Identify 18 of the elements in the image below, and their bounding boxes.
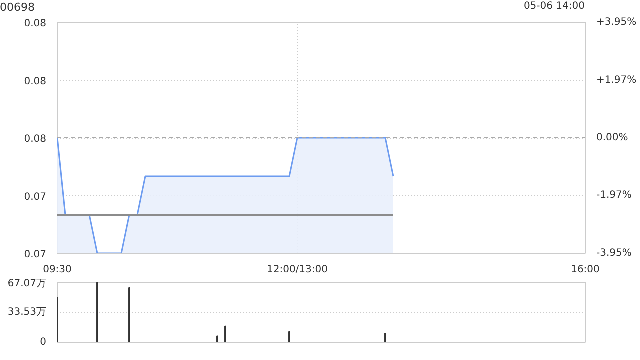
x-tick-label: 09:30 (43, 264, 72, 276)
y-tick-label: 0.07 (24, 250, 46, 260)
x-tick-label: 16:00 (571, 264, 600, 276)
y-tick-label: 0.07 (24, 192, 46, 203)
y-tick-label: 0.08 (24, 18, 46, 30)
y2-tick-label: +3.95% (596, 17, 637, 28)
chart-title: 00698 (0, 0, 35, 16)
y-tick-label: 0.08 (24, 76, 46, 88)
text: 05-06 14:00 (524, 0, 585, 14)
y-tick-label: 67.07万 (8, 278, 47, 290)
y-tick-label: 0.08 (24, 134, 46, 145)
y2-tick-label: -1.97% (596, 190, 632, 202)
y2-tick-label: -3.95% (596, 248, 632, 259)
y-tick-label: 33.53万 (8, 307, 47, 318)
y-tick-label: 0 (40, 337, 47, 348)
y2-tick-label: +1.97% (596, 74, 637, 86)
x-tick-label: 12:00/13:00 (266, 264, 328, 276)
y2-tick-label: 0.00% (596, 132, 628, 144)
